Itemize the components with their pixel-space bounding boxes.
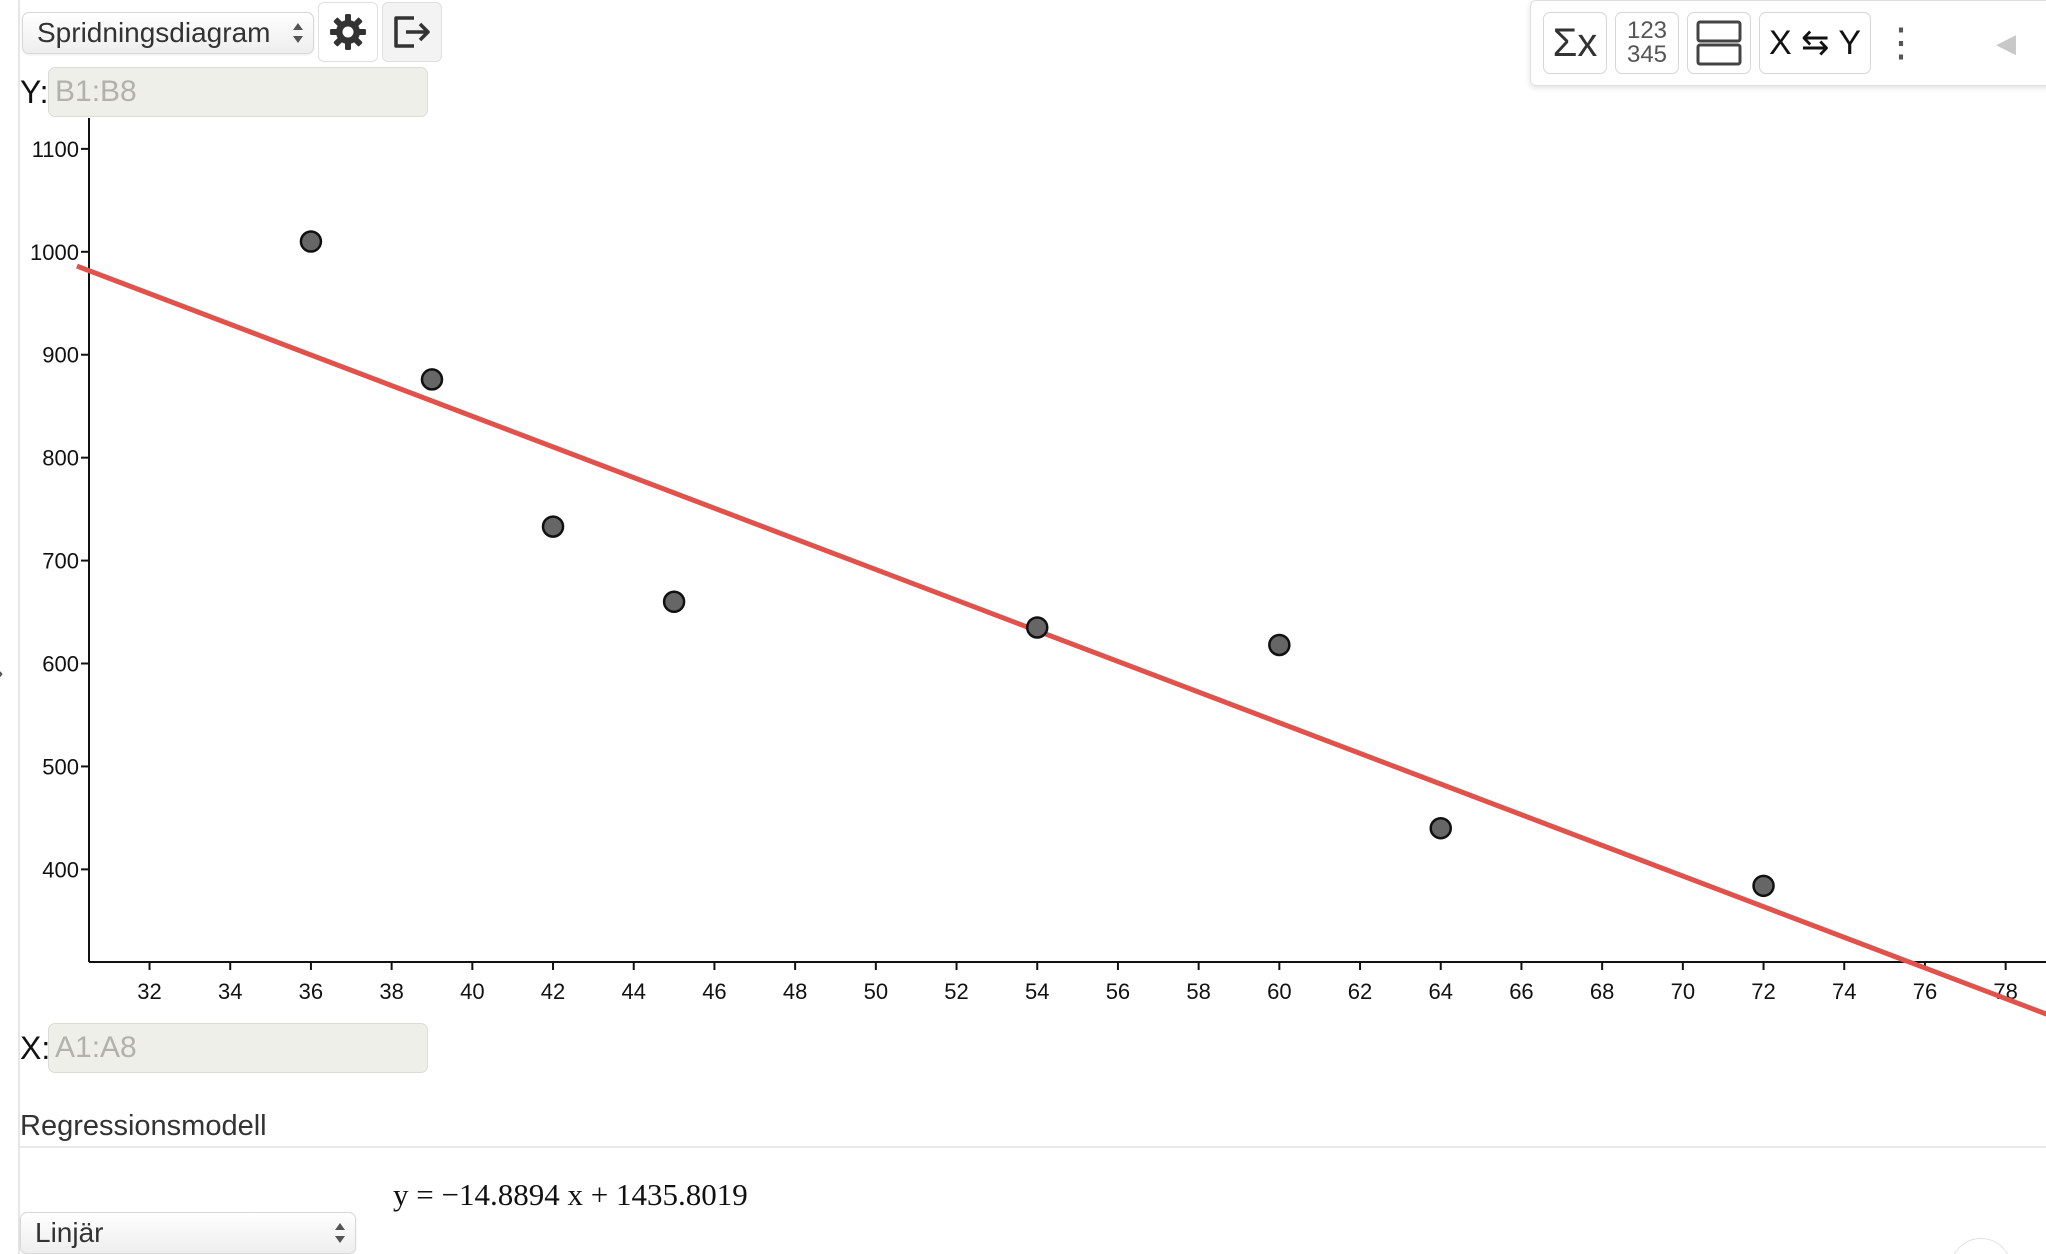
plot-type-value: Spridningsdiagram (37, 17, 271, 48)
x-tick-label: 72 (1751, 979, 1775, 1004)
data-point (1025, 616, 1049, 639)
x-tick-label: 62 (1348, 979, 1372, 1004)
data-point (662, 590, 686, 614)
y-axis-input-label: Y: (20, 74, 49, 110)
x-tick-label: 52 (944, 979, 968, 1004)
data-point (1752, 874, 1775, 898)
x-tick-label: 44 (621, 979, 645, 1004)
gear-icon (330, 14, 366, 50)
x-tick-label: 56 (1106, 979, 1130, 1004)
x-tick-label: 42 (541, 979, 565, 1004)
data-point (1268, 633, 1291, 657)
x-range-input[interactable]: A1:A8 (48, 1023, 428, 1073)
y-tick-label: 1100 (32, 137, 79, 162)
y-tick-label: 500 (42, 754, 79, 779)
y-tick-label: 700 (42, 549, 79, 574)
y-tick-label: 400 (42, 857, 79, 882)
x-tick-label: 70 (1671, 979, 1695, 1004)
layout-split-icon (1696, 20, 1742, 66)
data-point (299, 230, 323, 253)
x-tick-label: 34 (218, 979, 242, 1004)
x-tick-label: 54 (1025, 979, 1049, 1004)
x-tick-label: 38 (379, 979, 403, 1004)
x-tick-label: 40 (460, 979, 484, 1004)
numbers-icon-bottom: 345 (1626, 41, 1668, 68)
data-table-button[interactable]: 123 345 (1615, 12, 1679, 74)
y-range-input[interactable]: B1:B8 (48, 67, 428, 117)
resize-handle-icon[interactable]: › (0, 660, 3, 686)
export-button[interactable] (382, 2, 442, 62)
x-tick-label: 74 (1832, 979, 1856, 1004)
floating-action-button[interactable] (1950, 1238, 2012, 1254)
data-point (1429, 816, 1452, 840)
select-arrows-icon (293, 23, 303, 43)
x-tick-label: 32 (137, 979, 161, 1004)
data-point (420, 368, 444, 391)
x-tick-label: 76 (1913, 979, 1937, 1004)
x-tick-label: 36 (299, 979, 323, 1004)
export-icon (394, 16, 430, 48)
x-tick-label: 46 (702, 979, 726, 1004)
select-arrows-icon (335, 1223, 345, 1243)
regression-line (76, 263, 2046, 1017)
regression-model-value: Linjär (35, 1217, 104, 1248)
panel-divider[interactable] (18, 0, 20, 1254)
data-point (541, 515, 565, 538)
x-tick-label: 50 (864, 979, 888, 1004)
x-tick-label: 58 (1186, 979, 1210, 1004)
y-tick-label: 900 (42, 343, 79, 368)
y-tick-label: 800 (42, 446, 79, 471)
statistics-button[interactable]: Σx (1543, 12, 1607, 74)
settings-button[interactable] (318, 2, 378, 62)
swap-xy-button[interactable]: X ⇆ Y (1759, 12, 1871, 74)
x-tick-label: 68 (1590, 979, 1614, 1004)
x-tick-label: 66 (1509, 979, 1533, 1004)
scatter-plot[interactable]: 32 34 36 38 40 42 44 46 48 50 52 54 56 58 60 62 64 66 68 70… (0, 0, 2046, 1020)
y-tick-label: 1000 (30, 240, 79, 265)
regression-model-select[interactable]: Linjär (20, 1212, 356, 1254)
x-axis-input-label: X: (20, 1030, 51, 1066)
statistics-toolbar: Σx 123 345 X ⇆ Y ⋮ ◀ (1530, 0, 2046, 86)
numbers-icon-top: 123 (1626, 17, 1668, 44)
divider (20, 1146, 2046, 1148)
x-tick-label: 60 (1267, 979, 1291, 1004)
plot-type-select[interactable]: Spridningsdiagram (22, 12, 314, 54)
split-layout-button[interactable] (1687, 12, 1751, 74)
x-tick-label: 48 (783, 979, 807, 1004)
collapse-toolbar-icon[interactable]: ◀ (1991, 23, 2021, 63)
y-tick-label: 600 (42, 652, 79, 677)
regression-equation: y = −14.8894 x + 1435.8019 (393, 1177, 748, 1212)
more-options-icon[interactable]: ⋮ (1881, 19, 1921, 67)
regression-model-heading: Regressionsmodell (20, 1110, 267, 1142)
x-tick-label: 64 (1429, 979, 1453, 1004)
